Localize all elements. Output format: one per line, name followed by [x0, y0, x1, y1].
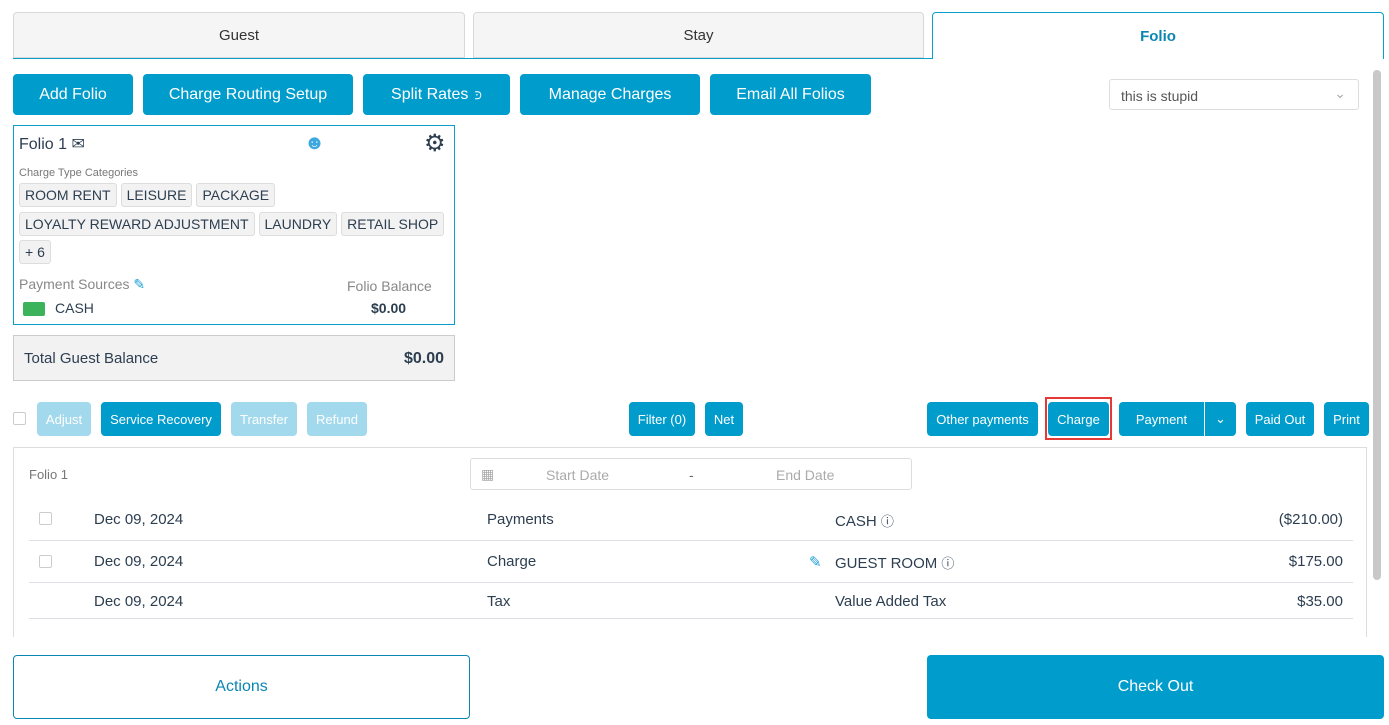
charge-button[interactable]: Charge: [1048, 402, 1109, 436]
actions-button[interactable]: Actions: [13, 655, 470, 719]
row-description: CASH ⓘ: [835, 511, 894, 530]
row-description: GUEST ROOM ⓘ: [835, 553, 954, 572]
start-date-input[interactable]: Start Date: [546, 467, 610, 483]
row-amount: $175.00: [1288, 553, 1343, 570]
row-date: Dec 09, 2024: [94, 593, 184, 610]
folio-card-header: Folio 1 ✉: [19, 134, 85, 154]
ledger-panel: [13, 447, 1367, 637]
charge-routing-setup-button[interactable]: Charge Routing Setup: [143, 74, 353, 115]
payment-source: CASH: [23, 300, 94, 317]
scrollbar[interactable]: [1373, 70, 1381, 580]
category-chips-row: ROOM RENT LEISURE PACKAGE: [19, 183, 279, 207]
category-chip: RETAIL SHOP: [341, 212, 445, 236]
select-all-checkbox[interactable]: [13, 412, 26, 425]
filter-button[interactable]: Filter (0): [629, 402, 695, 436]
row-desc-text: CASH: [835, 513, 877, 530]
category-chip: LEISURE: [120, 183, 193, 207]
paid-out-button[interactable]: Paid Out: [1246, 402, 1314, 436]
total-guest-balance: Total Guest Balance $0.00: [13, 335, 455, 381]
folio-balance-label: Folio Balance: [347, 278, 432, 294]
category-chip: ROOM RENT: [19, 183, 117, 207]
end-date-input[interactable]: End Date: [776, 467, 835, 483]
info-icon[interactable]: ⓘ: [941, 556, 955, 571]
tab-stay[interactable]: Stay: [473, 12, 924, 58]
row-desc-text: GUEST ROOM: [835, 555, 938, 572]
split-rates-label: Split Rates: [391, 85, 469, 103]
category-chip: PACKAGE: [196, 183, 276, 207]
other-payments-button[interactable]: Other payments: [927, 402, 1038, 436]
tab-guest[interactable]: Guest: [13, 12, 465, 58]
email-all-folios-button[interactable]: Email All Folios: [710, 74, 871, 115]
net-button[interactable]: Net: [705, 402, 743, 436]
payment-sources-text: Payment Sources: [19, 276, 130, 292]
row-date: Dec 09, 2024: [94, 553, 184, 570]
total-value: $0.00: [403, 350, 444, 367]
payment-sources-label: Payment Sources ✎: [19, 276, 145, 293]
payment-button[interactable]: Payment: [1119, 402, 1204, 436]
chevron-down-icon: ⌄: [1215, 411, 1226, 426]
row-type: Tax: [487, 593, 511, 610]
row-type: Charge: [487, 553, 537, 570]
categories-label: Charge Type Categories: [19, 167, 139, 179]
row-amount: $35.00: [1297, 593, 1343, 610]
more-categories-chip[interactable]: + 6: [19, 240, 51, 264]
category-chip: LAUNDRY: [258, 212, 338, 236]
ledger-folio-label: Folio 1: [29, 467, 69, 482]
folio-title: Folio 1: [19, 136, 68, 153]
folio-balance-value: $0.00: [371, 300, 407, 316]
category-chips-row: LOYALTY REWARD ADJUSTMENT LAUNDRY RETAIL S…: [19, 212, 448, 236]
folio-select[interactable]: this is stupid ⌄: [1109, 79, 1359, 110]
check-out-button[interactable]: Check Out: [927, 655, 1384, 719]
row-amount: ($210.00): [1278, 511, 1343, 528]
payment-source-name: CASH: [55, 300, 94, 316]
transfer-button[interactable]: Transfer: [231, 402, 297, 436]
folio-select-value: this is stupid: [1121, 88, 1199, 104]
row-checkbox[interactable]: [39, 555, 52, 568]
charge-highlight: [1045, 397, 1112, 440]
row-date: Dec 09, 2024: [94, 511, 184, 528]
edit-icon[interactable]: ✎: [133, 276, 146, 292]
ledger-row[interactable]: Dec 09, 2024 Tax Value Added Tax $35.00: [29, 583, 1353, 619]
edit-icon[interactable]: ✎: [809, 554, 822, 571]
total-label: Total Guest Balance: [24, 350, 159, 367]
row-type: Payments: [487, 511, 554, 528]
ledger-row[interactable]: Dec 09, 2024 Charge ✎ GUEST ROOM ⓘ $175.…: [29, 541, 1353, 583]
refund-button[interactable]: Refund: [307, 402, 367, 436]
service-recovery-button[interactable]: Service Recovery: [101, 402, 221, 436]
add-folio-button[interactable]: Add Folio: [13, 74, 133, 115]
row-description: Value Added Tax: [835, 593, 947, 610]
chevron-down-icon: ⌄: [1334, 85, 1346, 101]
user-icon[interactable]: ☻: [304, 132, 326, 154]
email-icon[interactable]: ✉: [71, 136, 85, 153]
split-rates-button[interactable]: Split Rates ⪾: [363, 74, 510, 115]
adjust-button[interactable]: Adjust: [37, 402, 91, 436]
share-icon: ⪾: [474, 86, 482, 102]
category-chips-row: + 6: [19, 240, 55, 264]
date-separator: -: [689, 467, 694, 483]
print-button[interactable]: Print: [1324, 402, 1369, 436]
ledger-row[interactable]: Dec 09, 2024 Payments CASH ⓘ ($210.00): [29, 499, 1353, 541]
tab-underline: [13, 58, 932, 59]
manage-charges-button[interactable]: Manage Charges: [520, 74, 700, 115]
row-checkbox[interactable]: [39, 512, 52, 525]
date-range-picker[interactable]: ▦ Start Date - End Date: [470, 458, 912, 490]
folio-card[interactable]: Folio 1 ✉ ☻ ⚙ Charge Type Categories ROO…: [13, 125, 455, 325]
calendar-icon: ▦: [481, 466, 495, 482]
cash-icon: [23, 302, 45, 317]
info-icon[interactable]: ⓘ: [880, 514, 894, 529]
category-chip: LOYALTY REWARD ADJUSTMENT: [19, 212, 255, 236]
payment-dropdown-button[interactable]: ⌄: [1205, 402, 1236, 436]
gear-icon[interactable]: ⚙: [424, 130, 446, 157]
tab-folio[interactable]: Folio: [932, 12, 1384, 59]
